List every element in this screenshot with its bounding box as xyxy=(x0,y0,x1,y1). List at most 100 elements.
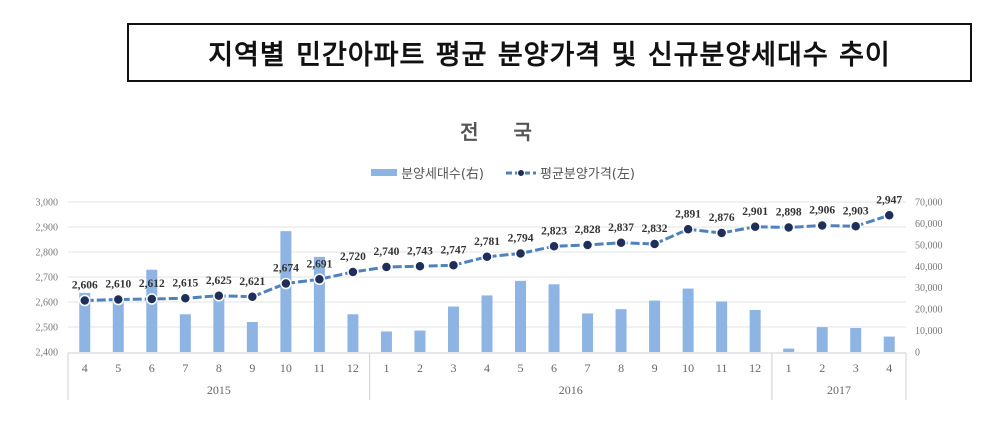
y-left-tick-label: 2,500 xyxy=(36,323,59,334)
price-data-label: 2,906 xyxy=(809,205,835,217)
x-axis-category-label: 1 xyxy=(786,361,792,375)
price-data-label: 2,837 xyxy=(608,222,634,234)
bar-분양세대수(右) xyxy=(79,292,91,352)
x-axis-category-label: 10 xyxy=(280,361,292,375)
x-axis-group-label: 2017 xyxy=(827,383,851,397)
bar-분양세대수(右) xyxy=(246,322,258,352)
price-marker xyxy=(179,292,192,304)
price-data-label: 2,901 xyxy=(742,206,768,218)
price-marker xyxy=(79,294,91,307)
y-left-tick-label: 2,700 xyxy=(36,273,59,284)
price-data-label: 2,898 xyxy=(776,207,802,219)
bar-분양세대수(右) xyxy=(447,306,459,352)
x-axis-category-label: 5 xyxy=(115,361,121,375)
x-axis-category-label: 11 xyxy=(716,361,728,375)
legend-label-line: 평균분양가격(左) xyxy=(540,167,635,182)
legend-item-bars: 분양세대수(右) xyxy=(371,163,484,182)
price-marker xyxy=(447,259,460,271)
bar-분양세대수(右) xyxy=(112,299,124,352)
price-marker xyxy=(213,290,225,302)
chart-title: 전 국 xyxy=(460,120,546,144)
price-data-label: 2,674 xyxy=(273,263,299,275)
price-marker xyxy=(280,277,292,290)
page-title-box: 지역별 민간아파트 평균 분양가격 및 신규분양세대수 추이 xyxy=(127,23,972,82)
bar-분양세대수(右) xyxy=(213,298,225,352)
price-data-label: 2,612 xyxy=(139,278,165,290)
y-left-tick-label: 2,600 xyxy=(36,298,59,309)
bar-분양세대수(右) xyxy=(146,269,158,352)
price-data-label: 2,747 xyxy=(441,244,467,256)
x-axis-group-label: 2016 xyxy=(559,383,583,397)
bar-분양세대수(右) xyxy=(783,348,795,352)
y-right-tick-label: 20,000 xyxy=(915,305,943,316)
bar-분양세대수(右) xyxy=(850,328,862,352)
price-data-label: 2,743 xyxy=(407,245,433,257)
price-data-label: 2,903 xyxy=(843,205,869,217)
y-right-tick-label: 70,000 xyxy=(915,198,943,209)
price-data-label: 2,740 xyxy=(374,246,400,258)
x-axis-category-label: 4 xyxy=(82,361,88,375)
price-data-label: 2,720 xyxy=(340,251,366,263)
price-data-label: 2,691 xyxy=(306,258,332,270)
price-marker xyxy=(581,239,594,251)
bar-분양세대수(右) xyxy=(481,295,493,352)
x-axis-category-label: 5 xyxy=(518,361,524,375)
price-marker xyxy=(615,237,627,249)
price-data-label: 2,781 xyxy=(474,236,500,248)
bar-분양세대수(右) xyxy=(716,301,728,352)
x-axis-category-label: 9 xyxy=(249,361,255,375)
price-marker xyxy=(414,260,426,272)
x-axis-category-label: 10 xyxy=(682,361,694,375)
x-axis-category-label: 11 xyxy=(314,361,326,375)
price-data-label: 2,610 xyxy=(105,279,131,291)
x-axis-category-label: 6 xyxy=(551,361,557,375)
x-axis-category-label: 8 xyxy=(216,361,222,375)
legend-item-line: 평균분양가격(左) xyxy=(506,163,635,182)
bar-swatch-icon xyxy=(371,169,398,176)
x-axis-category-label: 9 xyxy=(652,361,658,375)
y-left-tick-label: 2,900 xyxy=(36,223,59,234)
price-marker xyxy=(648,238,661,250)
bar-분양세대수(右) xyxy=(582,313,594,352)
y-right-tick-label: 50,000 xyxy=(915,240,943,251)
bar-분양세대수(右) xyxy=(682,288,694,352)
chart-legend: 분양세대수(右) 평균분양가격(左) xyxy=(0,163,1006,182)
price-marker xyxy=(682,223,694,235)
price-data-label: 2,621 xyxy=(239,276,265,288)
x-axis-category-label: 7 xyxy=(585,361,591,375)
price-data-label: 2,606 xyxy=(72,280,98,292)
y-right-tick-label: 40,000 xyxy=(915,262,943,273)
x-axis-category-label: 7 xyxy=(182,361,188,375)
bar-분양세대수(右) xyxy=(313,256,325,352)
x-axis-category-label: 4 xyxy=(886,361,892,375)
line-marker-swatch-icon xyxy=(506,168,537,177)
price-data-label: 2,823 xyxy=(541,225,567,237)
price-marker xyxy=(246,291,259,303)
y-right-tick-label: 30,000 xyxy=(915,283,943,294)
price-marker xyxy=(380,261,393,273)
bar-분양세대수(右) xyxy=(515,280,527,352)
price-data-label: 2,832 xyxy=(642,223,668,235)
price-data-label: 2,794 xyxy=(508,233,534,245)
y-right-tick-label: 0 xyxy=(915,348,920,359)
price-marker xyxy=(112,293,125,306)
bar-분양세대수(右) xyxy=(649,300,661,352)
x-axis-category-label: 3 xyxy=(853,361,859,375)
y-left-tick-label: 2,400 xyxy=(36,348,59,359)
x-axis-category-label: 4 xyxy=(484,361,490,375)
bar-분양세대수(右) xyxy=(615,309,627,352)
bar-분양세대수(右) xyxy=(280,231,292,352)
price-marker xyxy=(849,220,862,232)
x-axis-category-label: 3 xyxy=(450,361,456,375)
legend-label-bars: 분양세대수(右) xyxy=(401,167,485,182)
bar-분양세대수(右) xyxy=(380,331,392,352)
price-marker xyxy=(715,227,728,239)
y-right-tick-label: 60,000 xyxy=(915,219,943,230)
bar-분양세대수(右) xyxy=(749,310,761,352)
price-data-label: 2,947 xyxy=(876,194,902,206)
x-axis-category-label: 8 xyxy=(618,361,624,375)
bar-분양세대수(右) xyxy=(883,336,895,352)
y-right-tick-label: 10,000 xyxy=(915,326,943,337)
bar-분양세대수(右) xyxy=(347,314,359,352)
